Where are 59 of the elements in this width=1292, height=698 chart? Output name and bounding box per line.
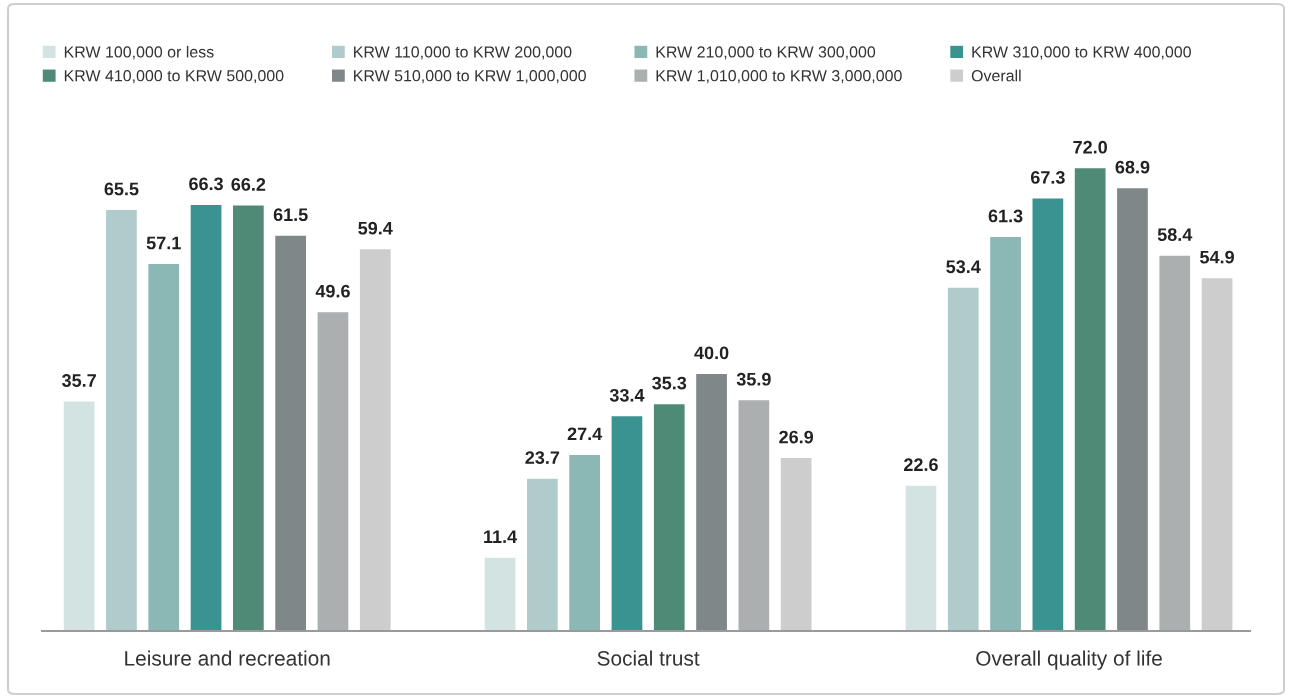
data-label: 58.4 [1157,228,1193,241]
data-label: 65.5 [104,182,139,196]
bar [738,400,770,631]
bar [569,454,601,631]
bar [526,478,558,631]
bar [696,373,727,631]
bar [359,249,391,631]
x-tick-label: Leisure and recreation [125,650,330,666]
data-label: 54.9 [1200,250,1234,264]
bar [1074,168,1106,631]
x-tick-label: Overall quality of life [976,650,1162,670]
bar [905,485,937,631]
data-label: 35.7 [61,374,96,387]
data-label: 49.6 [315,284,350,298]
bar [990,237,1021,631]
bar [232,205,264,631]
data-label: 23.7 [525,451,560,465]
data-label: 66.3 [189,177,223,191]
legend-label: KRW 510,000 to KRW 1,000,000 [354,70,586,84]
bar [275,235,307,631]
bar [148,264,180,631]
bar [611,416,643,631]
bar [947,287,979,631]
data-label: 27.4 [567,427,603,441]
bar [1032,198,1064,631]
data-label: 61.5 [273,208,308,222]
data-label: 35.9 [736,372,771,386]
bar [1117,188,1148,631]
data-label: 68.9 [1115,160,1150,174]
legend-label: Overall [971,69,1021,82]
legend-label: KRW 1,010,000 to KRW 3,000,000 [656,70,902,84]
data-label: 26.9 [779,430,814,444]
bar [106,210,137,631]
data-label: 11.4 [484,530,518,543]
bar [317,312,349,631]
data-label: 59.4 [358,221,393,235]
legend-label: KRW 100,000 or less [64,45,214,60]
legend-label: KRW 410,000 to KRW 500,000 [64,70,284,84]
data-label: 22.6 [904,458,938,472]
data-label: 72.0 [1073,140,1107,154]
data-label: 53.4 [946,260,981,274]
data-label: 40.0 [694,346,729,360]
bar [190,204,222,631]
data-label: 66.2 [231,178,266,191]
bar [484,557,516,631]
data-label: 35.3 [652,376,687,390]
data-label: 67.3 [1030,171,1065,184]
data-label: 57.1 [146,236,181,250]
legend-label: KRW 110,000 to KRW 200,000 [354,46,572,60]
bar [1201,278,1233,631]
bar [63,401,95,631]
bar [1159,255,1191,631]
legend-label: KRW 310,000 to KRW 400,000 [972,46,1191,60]
bar [653,404,685,631]
data-label: 33.4 [609,388,645,402]
bar [780,458,812,631]
data-label: 61.3 [988,209,1023,223]
x-tick-label: Social trust [597,650,700,666]
legend-label: KRW 210,000 to KRW 300,000 [656,46,876,60]
